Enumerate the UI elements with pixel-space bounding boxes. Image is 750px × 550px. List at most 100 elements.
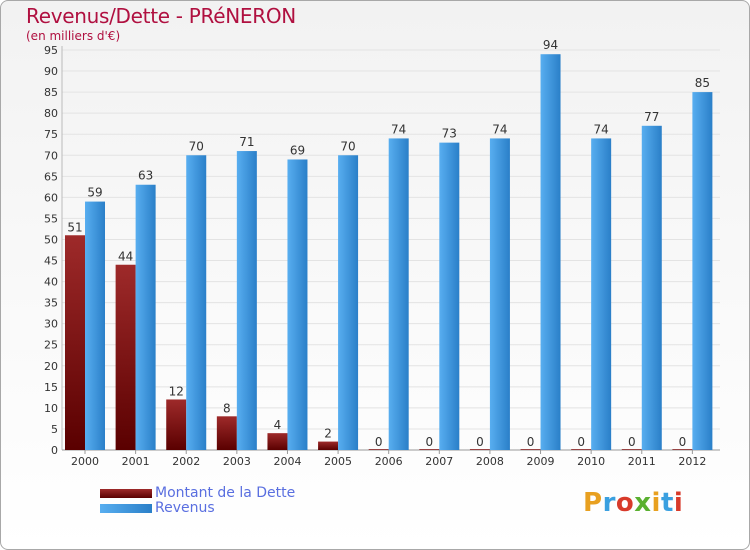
data-label-debt: 0 <box>527 435 535 449</box>
proxiti-logo: Proxiti <box>583 488 683 518</box>
data-label-revenue: 77 <box>644 110 659 124</box>
bar-revenue <box>388 138 409 450</box>
data-label-debt: 0 <box>425 435 433 449</box>
bar-debt <box>318 441 339 450</box>
legend-swatch-revenue <box>100 504 152 513</box>
data-label-debt: 0 <box>628 435 636 449</box>
data-label-revenue: 74 <box>391 122 406 136</box>
y-tick-label: 25 <box>44 339 58 352</box>
y-tick-label: 15 <box>44 381 58 394</box>
x-tick-label: 2005 <box>324 455 352 468</box>
data-label-debt: 2 <box>324 427 332 441</box>
legend-swatch-debt <box>100 489 152 498</box>
x-tick-label: 2006 <box>375 455 403 468</box>
y-tick-label: 40 <box>44 276 58 289</box>
bar-revenue <box>236 151 257 451</box>
legend-label-debt: Montant de la Dette <box>155 485 296 501</box>
y-tick-label: 85 <box>44 86 58 99</box>
y-tick-label: 35 <box>44 297 58 310</box>
y-tick-label: 80 <box>44 107 58 120</box>
legend-label-revenue: Revenus <box>155 500 215 516</box>
y-tick-label: 30 <box>44 318 58 331</box>
x-tick-label: 2009 <box>527 455 555 468</box>
bars <box>65 54 713 451</box>
logo-letter: r <box>602 488 616 518</box>
y-tick-label: 95 <box>44 44 58 57</box>
bar-revenue <box>439 142 460 450</box>
logo-letter: o <box>615 488 635 518</box>
data-labels: 51 59 44 63 12 70 8 71 4 69 2 70 0 74 0 73 0 74 0 94 0 74 0 77 0… <box>67 38 710 449</box>
logo-letter: x <box>634 488 652 518</box>
bar-revenue <box>186 155 207 450</box>
data-label-revenue: 70 <box>340 139 355 153</box>
data-label-debt: 0 <box>679 435 687 449</box>
x-tick-label: 2007 <box>425 455 453 468</box>
data-label-debt: 8 <box>223 401 231 415</box>
data-label-revenue: 59 <box>87 186 102 200</box>
x-tick-label: 2001 <box>122 455 150 468</box>
y-tick-label: 90 <box>44 65 58 78</box>
y-tick-label: 0 <box>51 444 58 457</box>
chart-title: Revenus/Dette - PRéNERON <box>26 4 296 28</box>
bar-revenue <box>692 92 713 451</box>
data-label-debt: 4 <box>274 418 282 432</box>
logo-letter: P <box>583 488 603 518</box>
logo-letter: i <box>673 488 684 518</box>
x-tick-label: 2008 <box>476 455 504 468</box>
logo-letter: t <box>660 488 674 518</box>
data-label-revenue: 70 <box>189 139 204 153</box>
y-axis-ticks: 0 5 10 15 20 25 30 35 40 45 50 55 60 65 70 75 80 85 90 95 <box>44 44 58 457</box>
data-label-revenue: 94 <box>543 38 558 52</box>
data-label-revenue: 74 <box>594 122 609 136</box>
y-tick-label: 50 <box>44 233 58 246</box>
bar-revenue <box>85 201 105 450</box>
x-tick-label: 2012 <box>678 455 706 468</box>
data-label-debt: 0 <box>476 435 484 449</box>
bar-revenue <box>591 138 612 450</box>
bar-revenue <box>287 159 308 450</box>
data-label-revenue: 74 <box>492 122 507 136</box>
bar-debt <box>267 433 288 450</box>
data-label-debt: 0 <box>577 435 585 449</box>
bar-debt <box>469 449 490 450</box>
data-label-debt: 51 <box>67 220 82 234</box>
bar-debt <box>65 235 85 450</box>
data-label-revenue: 71 <box>239 135 254 149</box>
bar-debt <box>520 449 541 450</box>
bar-revenue <box>338 155 359 450</box>
x-tick-label: 2002 <box>172 455 200 468</box>
data-label-debt: 12 <box>169 384 184 398</box>
bar-revenue <box>540 54 561 451</box>
bar-debt <box>672 449 693 450</box>
x-axis-ticks: 2000 2001 2002 2003 2004 2005 2006 2007 2008 2009… <box>71 450 706 468</box>
bar-revenue <box>489 138 510 450</box>
data-label-revenue: 73 <box>442 127 457 141</box>
y-tick-label: 45 <box>44 255 58 268</box>
data-label-revenue: 85 <box>695 76 710 90</box>
data-label-revenue: 63 <box>138 169 153 183</box>
bar-debt <box>621 449 642 450</box>
y-tick-label: 20 <box>44 360 58 373</box>
y-tick-label: 70 <box>44 149 58 162</box>
y-tick-label: 55 <box>44 212 58 225</box>
y-tick-label: 65 <box>44 170 58 183</box>
data-label-revenue: 69 <box>290 143 305 157</box>
bar-debt <box>419 449 440 450</box>
y-tick-label: 75 <box>44 128 58 141</box>
bar-debt <box>368 449 389 450</box>
x-tick-label: 2000 <box>71 455 99 468</box>
x-tick-label: 2003 <box>223 455 251 468</box>
bar-revenue <box>641 125 662 450</box>
y-tick-label: 60 <box>44 191 58 204</box>
bar-debt <box>115 264 136 450</box>
x-tick-label: 2011 <box>628 455 656 468</box>
bar-debt <box>166 399 187 450</box>
chart-subtitle: (en milliers d'€) <box>26 29 121 43</box>
data-label-debt: 44 <box>118 250 133 264</box>
x-tick-label: 2004 <box>273 455 301 468</box>
data-label-debt: 0 <box>375 435 383 449</box>
x-tick-label: 2010 <box>577 455 605 468</box>
bar-debt <box>571 449 592 450</box>
y-tick-label: 10 <box>44 402 58 415</box>
